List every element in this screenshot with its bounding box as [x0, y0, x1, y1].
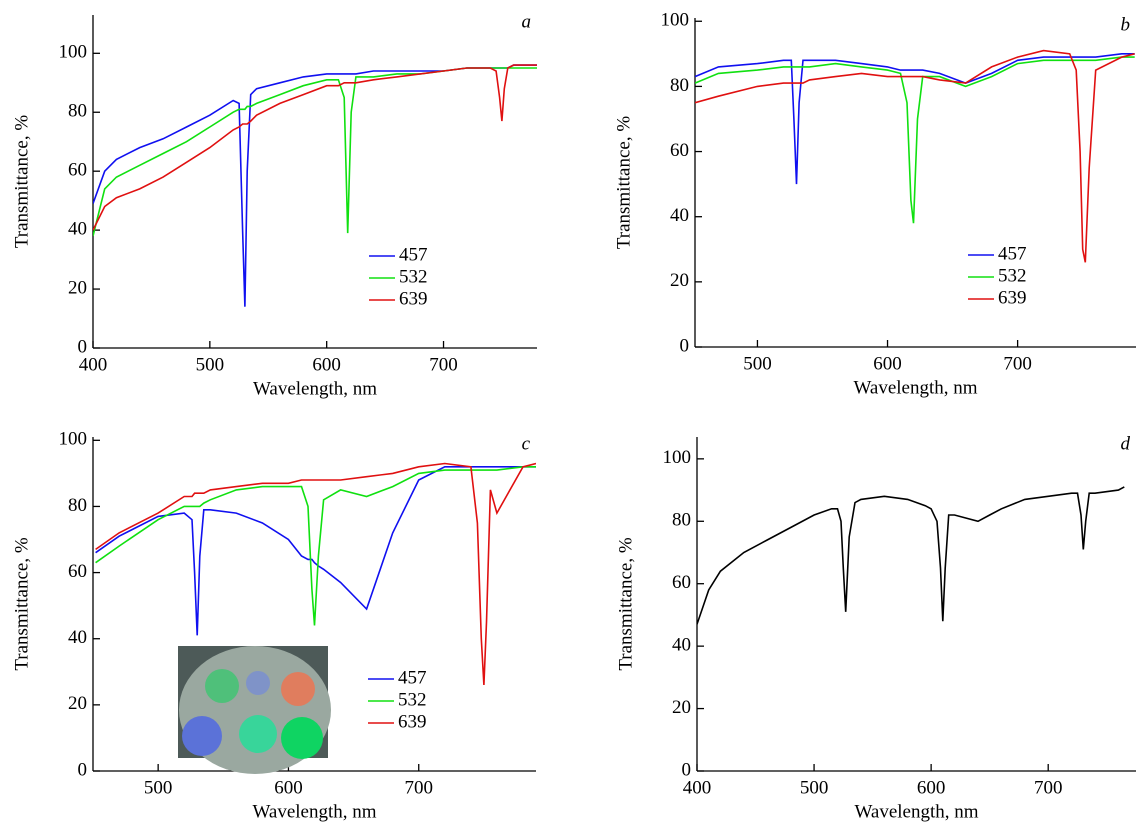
legend-label: 532 [998, 265, 1027, 286]
series-line [95, 462, 536, 686]
panel-label: a [522, 11, 532, 32]
x-tick-label: 400 [79, 354, 108, 375]
legend-label: 457 [398, 667, 427, 688]
y-axis-label: Transmittance, % [615, 537, 636, 671]
y-tick-label: 40 [672, 634, 691, 655]
y-axis-label: Transmittance, % [11, 115, 32, 249]
y-tick-label: 100 [59, 42, 88, 63]
x-axis-label: Wavelength, nm [853, 377, 977, 398]
x-tick-label: 700 [1003, 353, 1032, 374]
series-line [95, 466, 536, 636]
y-tick-label: 80 [68, 495, 87, 516]
y-tick-label: 20 [68, 277, 87, 298]
y-tick-label: 100 [663, 447, 692, 468]
y-tick-label: 40 [68, 218, 87, 239]
y-tick-label: 0 [680, 335, 690, 356]
inset-photo [178, 646, 331, 774]
legend-label: 639 [398, 711, 427, 732]
x-axis-label: Wavelength, nm [253, 378, 377, 399]
x-tick-label: 500 [800, 777, 829, 798]
x-tick-label: 700 [1034, 777, 1063, 798]
series-line [697, 486, 1125, 625]
x-tick-label: 700 [429, 354, 458, 375]
legend-label: 532 [398, 689, 427, 710]
x-tick-label: 600 [917, 777, 946, 798]
x-tick-label: 500 [144, 777, 173, 798]
series-line [93, 67, 537, 237]
panel-label: c [522, 433, 531, 454]
x-tick-label: 600 [274, 777, 303, 798]
legend-label: 639 [399, 288, 428, 309]
y-axis-label: Transmittance, % [613, 116, 634, 250]
y-tick-label: 60 [670, 140, 689, 161]
series-line [695, 53, 1135, 185]
y-tick-label: 20 [672, 697, 691, 718]
x-axis-label: Wavelength, nm [854, 801, 978, 822]
y-tick-label: 60 [68, 561, 87, 582]
x-tick-label: 600 [873, 353, 902, 374]
y-tick-label: 0 [682, 759, 692, 780]
y-tick-label: 100 [661, 10, 690, 31]
x-tick-label: 700 [404, 777, 433, 798]
series-line [93, 64, 537, 231]
y-tick-label: 80 [670, 75, 689, 96]
y-tick-label: 20 [68, 693, 87, 714]
y-axis-label: Transmittance, % [11, 537, 32, 671]
series-line [695, 49, 1135, 263]
y-tick-label: 60 [672, 572, 691, 593]
x-axis-label: Wavelength, nm [252, 801, 376, 822]
y-tick-label: 40 [68, 627, 87, 648]
legend-label: 532 [399, 266, 428, 287]
y-tick-label: 0 [78, 759, 88, 780]
x-tick-label: 600 [312, 354, 341, 375]
x-tick-label: 400 [683, 777, 712, 798]
panel-label: d [1121, 433, 1131, 454]
y-tick-label: 80 [68, 101, 87, 122]
y-tick-label: 0 [78, 336, 88, 357]
series-line [95, 466, 536, 626]
legend-label: 639 [998, 287, 1027, 308]
y-tick-label: 100 [59, 429, 88, 450]
legend-label: 457 [399, 244, 428, 265]
legend-label: 457 [998, 243, 1027, 264]
x-tick-label: 500 [196, 354, 225, 375]
series-line [695, 56, 1135, 224]
panel-label: b [1121, 14, 1131, 35]
y-tick-label: 60 [68, 160, 87, 181]
y-tick-label: 20 [670, 270, 689, 291]
x-tick-label: 500 [743, 353, 772, 374]
series-line [93, 64, 537, 307]
y-tick-label: 80 [672, 510, 691, 531]
y-tick-label: 40 [670, 205, 689, 226]
